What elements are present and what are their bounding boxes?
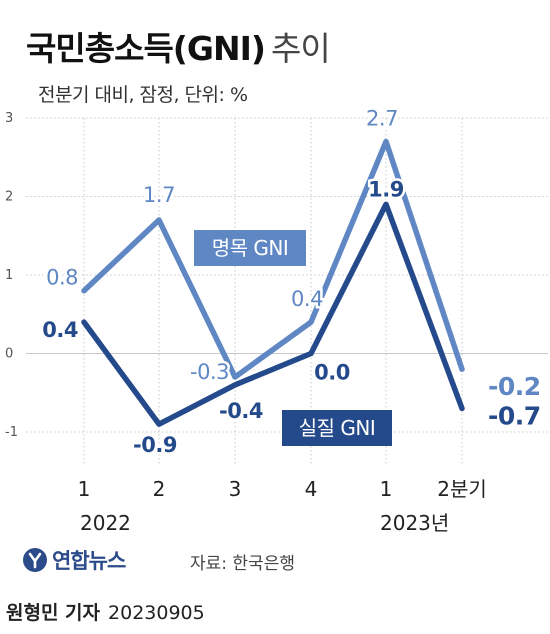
real-data-label: -0.9 (133, 433, 177, 457)
reporter-line: 원형민 기자 20230905 (6, 598, 205, 625)
logo-text: 연합뉴스 (52, 549, 126, 573)
y-tick-labels: 3 2 1 0 -1 (5, 111, 18, 440)
nominal-gni-badge (194, 230, 306, 266)
y-tick-label: 2 (5, 190, 13, 205)
data-source: 자료: 한국은행 (190, 554, 295, 574)
nominal-data-label: 0.8 (46, 266, 78, 290)
chart-title-main: 국민총소득(GNI) (26, 29, 266, 68)
series-line-nominal (81, 138, 465, 380)
x-tick-label: 3 (229, 477, 242, 501)
y-tick-label: 0 (5, 347, 13, 362)
nominal-data-label: 1.7 (143, 183, 175, 207)
x-tick-label: 2분기 (437, 477, 487, 501)
chart-title-sub: 추이 (270, 29, 331, 68)
real-data-label: 0.4 (42, 318, 78, 342)
x-tick-label: 1 (380, 477, 393, 501)
yonhap-logo-icon (23, 548, 47, 572)
y-tick-label: 1 (5, 268, 13, 283)
real-data-label: 0.0 (314, 361, 350, 385)
nominal-data-label: 0.4 (291, 287, 323, 311)
nominal-data-label: -0.3 (190, 360, 229, 384)
yonhap-logo: 연합뉴스 (22, 545, 126, 575)
nominal-data-label: 2.7 (366, 107, 398, 131)
chart-title: 국민총소득(GNI) 추이 (26, 22, 331, 70)
nominal-data-label: -0.2 (488, 372, 541, 401)
chart-subtitle: 전분기 대비, 잠정, 단위: % (38, 84, 248, 106)
real-gni-badge-label: 실질 GNI (299, 416, 376, 440)
data-labels: 0.8 1.7 -0.3 0.4 2.7 -0.2 0.4 -0.9 -0.4 0.0 1.9 -0.… (40, 104, 544, 460)
series-line-real (81, 201, 465, 427)
publish-date: 20230905 (108, 602, 205, 624)
nominal-gni-badge-label: 명목 GNI (212, 236, 289, 260)
x-tick-label: 2 (153, 477, 166, 501)
x-tick-labels: 1 2 3 4 1 2분기 2022 2023년 (78, 477, 487, 535)
real-gni-badge (282, 410, 392, 446)
reporter-name: 원형민 기자 (6, 602, 101, 624)
x-tick-label: 1 (78, 477, 91, 501)
real-data-label: -0.7 (488, 401, 541, 430)
real-data-label: -0.4 (219, 399, 263, 423)
series-badges: 명목 GNI 실질 GNI (194, 230, 392, 446)
y-tick-label: -1 (5, 425, 18, 440)
real-data-label: 1.9 (368, 177, 404, 201)
year-label: 2022 (80, 511, 131, 535)
x-tick-label: 4 (305, 477, 318, 501)
year-label: 2023년 (380, 511, 449, 535)
y-tick-label: 3 (5, 111, 13, 126)
series-layer (81, 138, 465, 427)
